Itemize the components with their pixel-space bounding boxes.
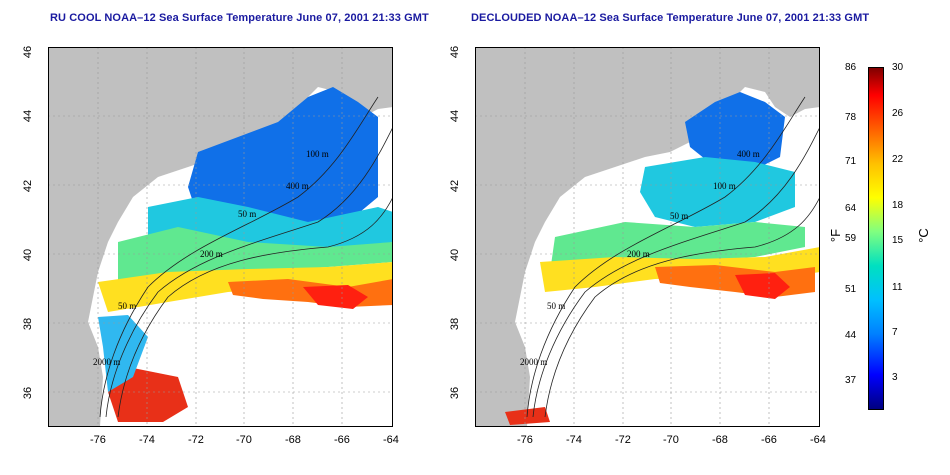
left-map-title: RU COOL NOAA–12 Sea Surface Temperature … xyxy=(50,12,429,24)
right-map-title: DECLOUDED NOAA–12 Sea Surface Temperatur… xyxy=(471,12,870,24)
sst-cold-band xyxy=(188,87,378,242)
y-tick-label: 44 xyxy=(22,109,35,123)
contour-label: 100 m xyxy=(306,149,329,159)
sst-cool-band xyxy=(640,157,795,227)
contour-label: 2000 m xyxy=(520,357,547,367)
contour-label: 400 m xyxy=(286,181,309,191)
temperature-colorbar xyxy=(868,67,884,410)
left-sst-map: 100 m 400 m 50 m 200 m 50 m 2000 m xyxy=(48,47,393,427)
contour-label: 50 m xyxy=(118,301,136,311)
y-tick-label: 36 xyxy=(449,386,462,400)
contour-label: 100 m xyxy=(713,181,736,191)
x-tick-label: -72 xyxy=(188,434,204,446)
contour-label: 400 m xyxy=(737,149,760,159)
x-tick-label: -70 xyxy=(663,434,679,446)
y-tick-label: 46 xyxy=(449,45,462,59)
fahrenheit-unit-label: °F xyxy=(828,228,844,243)
left-map-image: 100 m 400 m 50 m 200 m 50 m 2000 m xyxy=(48,47,393,427)
contour-label: 50 m xyxy=(547,301,565,311)
x-tick-label: -66 xyxy=(334,434,350,446)
contour-label: 200 m xyxy=(200,249,223,259)
y-tick-label: 44 xyxy=(449,109,462,123)
x-tick-label: -76 xyxy=(90,434,106,446)
y-tick-label: 42 xyxy=(22,179,35,193)
y-tick-label: 38 xyxy=(449,317,462,331)
celsius-tick: 18 xyxy=(892,200,904,211)
fahrenheit-tick: 51 xyxy=(845,284,857,295)
fahrenheit-tick: 59 xyxy=(845,233,857,244)
y-tick-label: 40 xyxy=(22,248,35,262)
fahrenheit-tick: 71 xyxy=(845,156,857,167)
y-tick-label: 38 xyxy=(22,317,35,331)
celsius-unit-label: °C xyxy=(915,228,931,243)
y-tick-label: 40 xyxy=(449,248,462,262)
fahrenheit-tick: 64 xyxy=(845,203,857,214)
fahrenheit-tick: 44 xyxy=(845,330,857,341)
land-mass xyxy=(48,47,393,427)
fahrenheit-tick: 86 xyxy=(845,62,857,73)
celsius-tick: 30 xyxy=(892,62,904,73)
celsius-tick: 7 xyxy=(892,327,898,338)
x-tick-label: -64 xyxy=(383,434,399,446)
fahrenheit-tick: 78 xyxy=(845,112,857,123)
celsius-tick: 26 xyxy=(892,108,904,119)
y-tick-label: 36 xyxy=(22,386,35,400)
right-sst-map: 400 m 100 m 50 m 200 m 50 m 2000 m xyxy=(475,47,820,427)
x-tick-label: -68 xyxy=(285,434,301,446)
contour-label: 50 m xyxy=(238,209,256,219)
celsius-tick: 3 xyxy=(892,372,898,383)
fahrenheit-tick: 37 xyxy=(845,375,857,386)
x-tick-label: -68 xyxy=(712,434,728,446)
contour-label: 2000 m xyxy=(93,357,120,367)
celsius-tick: 22 xyxy=(892,154,904,165)
x-tick-label: -74 xyxy=(139,434,155,446)
y-tick-label: 46 xyxy=(22,45,35,59)
x-tick-label: -74 xyxy=(566,434,582,446)
x-tick-label: -70 xyxy=(236,434,252,446)
x-tick-label: -72 xyxy=(615,434,631,446)
contour-label: 200 m xyxy=(627,249,650,259)
right-map-image: 400 m 100 m 50 m 200 m 50 m 2000 m xyxy=(475,47,820,427)
contour-label: 50 m xyxy=(670,211,688,221)
celsius-tick: 15 xyxy=(892,235,904,246)
y-tick-label: 42 xyxy=(449,179,462,193)
x-tick-label: -76 xyxy=(517,434,533,446)
x-tick-label: -66 xyxy=(761,434,777,446)
sst-cold-band xyxy=(685,92,785,172)
x-tick-label: -64 xyxy=(810,434,826,446)
land-mass xyxy=(475,47,820,427)
celsius-tick: 11 xyxy=(892,282,903,293)
